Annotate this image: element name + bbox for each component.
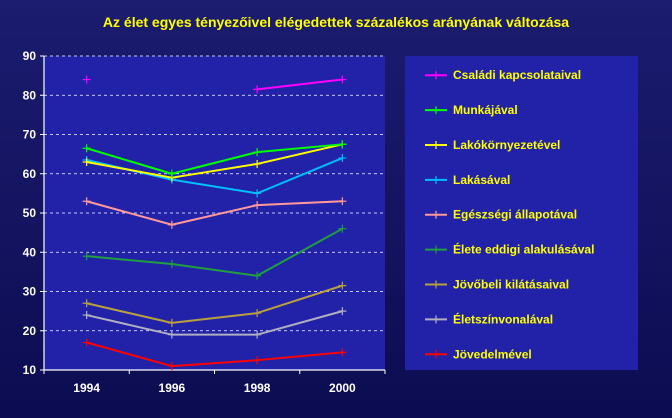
data-point xyxy=(82,144,91,153)
series-line xyxy=(171,178,258,195)
series-line xyxy=(171,162,258,179)
data-point xyxy=(167,318,176,327)
x-tick-label: 1994 xyxy=(73,381,100,395)
legend-marker xyxy=(432,245,440,254)
data-point xyxy=(82,252,91,261)
legend-label: Élete eddigi alakulásával xyxy=(453,242,594,257)
legend-label: Életszínvonalával xyxy=(453,311,553,326)
data-point xyxy=(253,189,262,198)
data-point xyxy=(338,281,347,290)
legend-label: Lakókörnyezetével xyxy=(453,138,560,152)
series-line xyxy=(171,204,258,226)
data-point xyxy=(253,201,262,210)
data-point xyxy=(253,271,262,280)
data-point xyxy=(253,148,262,157)
series-line xyxy=(171,312,258,324)
legend-marker xyxy=(432,71,440,80)
legend-label: Egészségi állapotával xyxy=(453,208,577,222)
data-point xyxy=(253,159,262,168)
data-point xyxy=(253,356,262,365)
series-line xyxy=(86,147,173,175)
series-line xyxy=(171,359,258,368)
data-point xyxy=(167,169,176,178)
series-line xyxy=(86,314,173,336)
series-line xyxy=(86,255,172,266)
legend-label: Jövőbeli kilátásaival xyxy=(453,278,569,292)
x-tick-label: 2000 xyxy=(329,381,356,395)
series-line xyxy=(257,78,343,91)
legend-label: Munkájával xyxy=(453,103,518,117)
series-line xyxy=(257,200,343,207)
data-point xyxy=(82,157,91,166)
series-line xyxy=(86,200,173,226)
legend-box xyxy=(405,56,638,370)
series-line xyxy=(86,341,173,368)
series-line xyxy=(86,160,173,179)
legend-marker xyxy=(432,175,440,184)
legend-marker xyxy=(432,315,440,324)
x-tick-label: 1996 xyxy=(159,381,186,395)
data-point xyxy=(338,224,347,233)
series-line xyxy=(171,151,258,175)
legend-label: Családi kapcsolataival xyxy=(453,68,581,82)
legend-marker xyxy=(432,210,440,219)
legend-marker xyxy=(432,106,440,115)
data-point xyxy=(167,330,176,339)
y-tick-label: 70 xyxy=(23,128,37,142)
legend-marker xyxy=(432,350,440,359)
series-line xyxy=(256,143,343,165)
y-tick-label: 20 xyxy=(23,324,37,338)
plot-area: 10 20 30 40 50 60 70 80 90 1994 1996 1998 2000 xyxy=(23,49,386,395)
legend: Családi kapcsolataival Munkájával Lakókörn… xyxy=(405,56,638,370)
series-line xyxy=(257,143,343,154)
series-line xyxy=(86,302,173,324)
data-point xyxy=(167,260,176,269)
data-point xyxy=(338,307,347,316)
data-point xyxy=(167,362,176,371)
data-point xyxy=(82,299,91,308)
series-line xyxy=(256,310,343,336)
data-point xyxy=(253,309,262,318)
y-tick-label: 90 xyxy=(23,49,37,63)
y-tick-label: 80 xyxy=(23,88,37,102)
data-point xyxy=(167,220,176,229)
series-line xyxy=(256,284,343,315)
series-line xyxy=(256,157,343,195)
y-tick-label: 50 xyxy=(23,206,37,220)
data-point xyxy=(253,85,262,94)
legend-marker xyxy=(432,140,440,149)
data-point xyxy=(338,197,347,206)
data-point xyxy=(82,75,91,84)
data-point xyxy=(82,338,91,347)
chart-title: Az élet egyes tényezőivel elégedettek sz… xyxy=(103,14,569,30)
legend-marker xyxy=(432,280,440,289)
data-point xyxy=(338,154,347,163)
y-tick-label: 30 xyxy=(23,285,37,299)
data-point xyxy=(338,140,347,149)
series-line xyxy=(171,263,258,277)
data-point xyxy=(338,348,347,357)
data-point xyxy=(253,330,262,339)
y-tick-label: 40 xyxy=(23,245,37,259)
series-line xyxy=(257,351,343,362)
x-tick-label: 1998 xyxy=(244,381,271,395)
data-point xyxy=(82,197,91,206)
legend-label: Jövedelmével xyxy=(453,347,532,361)
y-tick-label: 10 xyxy=(23,363,37,377)
data-point xyxy=(82,311,91,320)
legend-label: Lakásával xyxy=(453,173,510,187)
series-line xyxy=(256,227,343,277)
data-point xyxy=(338,75,347,84)
y-tick-label: 60 xyxy=(23,167,37,181)
